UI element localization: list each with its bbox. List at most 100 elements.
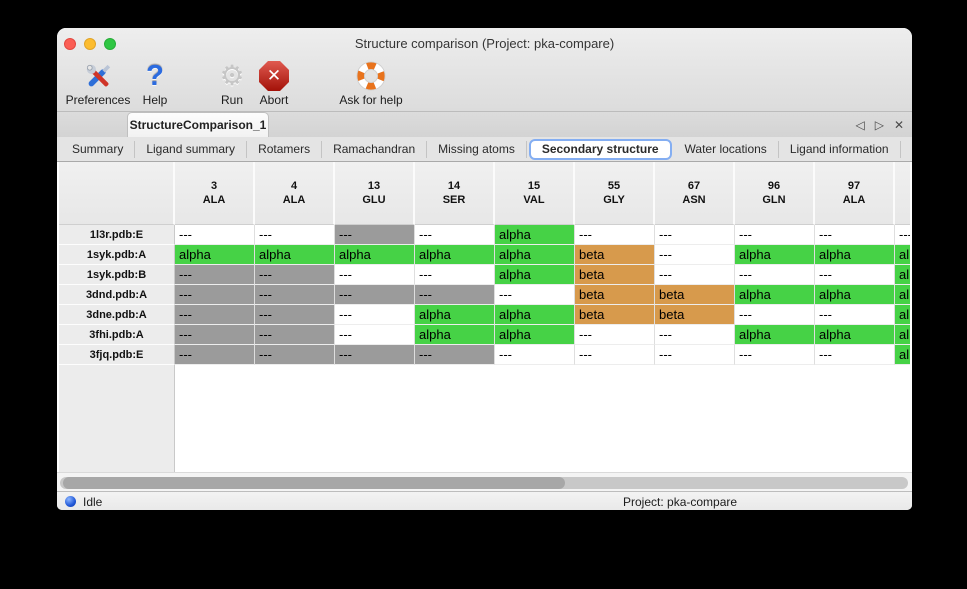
structure-cell-alpha[interactable]: alpha <box>735 285 815 305</box>
structure-cell-none[interactable]: --- <box>415 265 495 285</box>
structure-cell-none[interactable]: --- <box>655 245 735 265</box>
structure-cell-beta[interactable]: beta <box>575 265 655 285</box>
structure-cell-alpha[interactable]: alpha <box>175 245 255 265</box>
status-text: Idle <box>83 495 103 509</box>
structure-cell-alpha[interactable]: alpha <box>495 225 575 245</box>
structure-cell-none[interactable]: --- <box>895 225 910 245</box>
app-window: Structure comparison (Project: pka-compa… <box>57 28 912 510</box>
structure-cell-gap[interactable]: --- <box>255 345 335 365</box>
minimize-window-button[interactable] <box>84 38 96 50</box>
structure-cell-none[interactable]: --- <box>735 305 815 325</box>
tab-structurecomparison-1[interactable]: StructureComparison_1 <box>127 112 269 137</box>
structure-cell-none[interactable]: --- <box>655 265 735 285</box>
structure-cell-gap[interactable]: --- <box>175 265 255 285</box>
run-button[interactable]: ⚙ Run <box>215 58 249 110</box>
structure-cell-beta[interactable]: beta <box>655 285 735 305</box>
structure-cell-none[interactable]: --- <box>335 265 415 285</box>
structure-cell-gap[interactable]: --- <box>175 305 255 325</box>
table-row: 1l3r.pdb:E --- --- --- --- alpha --- --- --- --- -… <box>59 225 910 245</box>
help-button[interactable]: ? Help <box>137 58 173 110</box>
subtab-missing-atoms[interactable]: Missing atoms <box>427 140 527 158</box>
subtab-summary[interactable]: Summary <box>61 140 136 158</box>
structure-cell-none[interactable]: --- <box>815 225 895 245</box>
subtab-secondary-structure[interactable]: Secondary structure <box>528 138 672 160</box>
structure-cell-none[interactable]: --- <box>335 305 415 325</box>
structure-cell-none[interactable]: --- <box>735 265 815 285</box>
close-window-button[interactable] <box>64 38 76 50</box>
structure-cell-alpha[interactable]: alpha <box>735 325 815 345</box>
structure-cell-alpha[interactable]: alpha <box>895 325 910 345</box>
structure-cell-alpha[interactable]: alpha <box>495 245 575 265</box>
structure-cell-alpha[interactable]: alpha <box>815 325 895 345</box>
structure-cell-gap[interactable]: --- <box>175 285 255 305</box>
structure-cell-none[interactable]: --- <box>255 225 335 245</box>
structure-cell-gap[interactable]: --- <box>335 345 415 365</box>
structure-cell-none[interactable]: --- <box>735 225 815 245</box>
structure-cell-gap[interactable]: --- <box>335 225 415 245</box>
structure-cell-alpha[interactable]: alpha <box>895 345 910 365</box>
structure-cell-beta[interactable]: beta <box>575 305 655 325</box>
abort-button[interactable]: ✕ Abort <box>253 58 295 110</box>
structure-cell-none[interactable]: --- <box>815 345 895 365</box>
structure-cell-none[interactable]: --- <box>415 225 495 245</box>
preferences-button[interactable]: Preferences <box>65 58 131 110</box>
structure-cell-alpha[interactable]: alpha <box>415 305 495 325</box>
structure-cell-none[interactable]: --- <box>815 265 895 285</box>
prev-tab-arrow-icon[interactable]: ◁ <box>855 117 865 132</box>
structure-cell-none[interactable]: --- <box>655 325 735 345</box>
structure-cell-none[interactable]: --- <box>495 285 575 305</box>
structure-cell-beta[interactable]: beta <box>575 245 655 265</box>
structure-cell-beta[interactable]: beta <box>655 305 735 325</box>
structure-cell-gap[interactable]: --- <box>255 265 335 285</box>
close-tab-icon[interactable]: ✕ <box>893 117 904 132</box>
row-header-filler <box>59 365 175 472</box>
structure-cell-alpha[interactable]: alpha <box>815 285 895 305</box>
structure-cell-alpha[interactable]: alpha <box>255 245 335 265</box>
subtab-b-factors[interactable]: B-factors <box>901 141 913 158</box>
structure-cell-gap[interactable]: --- <box>255 325 335 345</box>
structure-cell-alpha[interactable]: alpha <box>895 305 910 325</box>
table-header-row: 3 ALA 4 ALA 13 GLU 14 SER 15 VAL 55 GLY 67 ASN 96 GLN 97… <box>59 162 910 225</box>
structure-cell-gap[interactable]: --- <box>255 305 335 325</box>
structure-cell-none[interactable]: --- <box>575 225 655 245</box>
structure-cell-alpha[interactable]: alpha <box>895 265 910 285</box>
subtab-ligand-information[interactable]: Ligand information <box>779 140 901 158</box>
structure-cell-alpha[interactable]: alpha <box>735 245 815 265</box>
structure-cell-none[interactable]: --- <box>495 345 575 365</box>
structure-cell-alpha[interactable]: alpha <box>895 245 910 265</box>
structure-cell-gap[interactable]: --- <box>175 325 255 345</box>
structure-cell-alpha[interactable]: alpha <box>415 325 495 345</box>
structure-cell-alpha[interactable]: alpha <box>495 305 575 325</box>
structure-cell-none[interactable]: --- <box>815 305 895 325</box>
subtab-ligand-summary[interactable]: Ligand summary <box>135 140 248 158</box>
zoom-window-button[interactable] <box>104 38 116 50</box>
structure-cell-gap[interactable]: --- <box>415 285 495 305</box>
scrollbar-thumb[interactable] <box>63 477 565 489</box>
next-tab-arrow-icon[interactable]: ▷ <box>874 117 884 132</box>
structure-cell-beta[interactable]: beta <box>575 285 655 305</box>
column-header: 4 ALA <box>255 162 335 225</box>
structure-cell-alpha[interactable]: alpha <box>815 245 895 265</box>
structure-cell-none[interactable]: --- <box>655 225 735 245</box>
structure-cell-none[interactable]: --- <box>575 345 655 365</box>
structure-cell-none[interactable]: --- <box>335 325 415 345</box>
structure-cell-alpha[interactable]: alpha <box>415 245 495 265</box>
structure-cell-alpha[interactable]: alpha <box>895 285 910 305</box>
subtab-water-locations[interactable]: Water locations <box>674 140 779 158</box>
ask-for-help-button[interactable]: Ask for help <box>331 58 411 110</box>
structure-cell-gap[interactable]: --- <box>335 285 415 305</box>
structure-cell-none[interactable]: --- <box>735 345 815 365</box>
structure-cell-none[interactable]: --- <box>655 345 735 365</box>
structure-cell-gap[interactable]: --- <box>415 345 495 365</box>
structure-cell-gap[interactable]: --- <box>175 345 255 365</box>
structure-cell-gap[interactable]: --- <box>255 285 335 305</box>
structure-cell-alpha[interactable]: alpha <box>495 325 575 345</box>
structure-cell-alpha[interactable]: alpha <box>335 245 415 265</box>
structure-cell-alpha[interactable]: alpha <box>495 265 575 285</box>
row-header: 3fhi.pdb:A <box>59 325 175 345</box>
structure-cell-none[interactable]: --- <box>175 225 255 245</box>
subtab-rotamers[interactable]: Rotamers <box>247 140 323 158</box>
structure-cell-none[interactable]: --- <box>575 325 655 345</box>
subtab-ramachandran[interactable]: Ramachandran <box>322 140 428 158</box>
scrollbar-track[interactable] <box>60 477 908 489</box>
